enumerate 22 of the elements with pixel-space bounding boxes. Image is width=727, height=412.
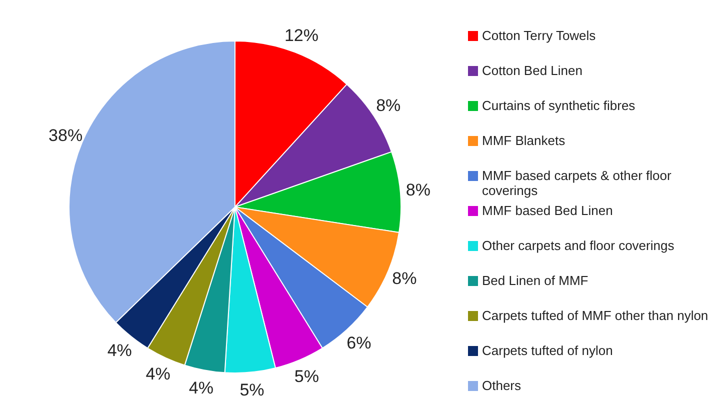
data-label: 4% — [107, 340, 132, 360]
data-label: 8% — [392, 269, 417, 288]
legend-label: MMF Blankets — [482, 133, 566, 148]
legend-label: Curtains of synthetic fibres — [482, 98, 636, 113]
legend-label: Cotton Bed Linen — [482, 63, 582, 78]
legend-label: Others — [482, 378, 522, 393]
data-label: 38% — [48, 126, 83, 145]
legend-label: Cotton Terry Towels — [482, 28, 596, 43]
legend-label: MMF based carpets & other floor coverings — [482, 168, 672, 198]
data-label: 5% — [240, 380, 264, 400]
data-label: 8% — [376, 96, 401, 115]
legend-label: Other carpets and floor coverings — [482, 238, 674, 253]
legend-label: Bed Linen of MMF — [482, 273, 588, 288]
legend-label: MMF based Bed Linen — [482, 203, 613, 218]
data-label: 12% — [284, 26, 318, 45]
legend-label: Carpets tufted of nylon — [482, 343, 613, 358]
data-label: 4% — [188, 378, 214, 398]
legend-label: Carpets tufted of MMF other than nylon — [482, 308, 708, 323]
data-label: 6% — [346, 333, 372, 352]
data-label: 4% — [146, 364, 170, 384]
data-label: 8% — [406, 180, 431, 200]
data-label: 5% — [294, 366, 320, 386]
